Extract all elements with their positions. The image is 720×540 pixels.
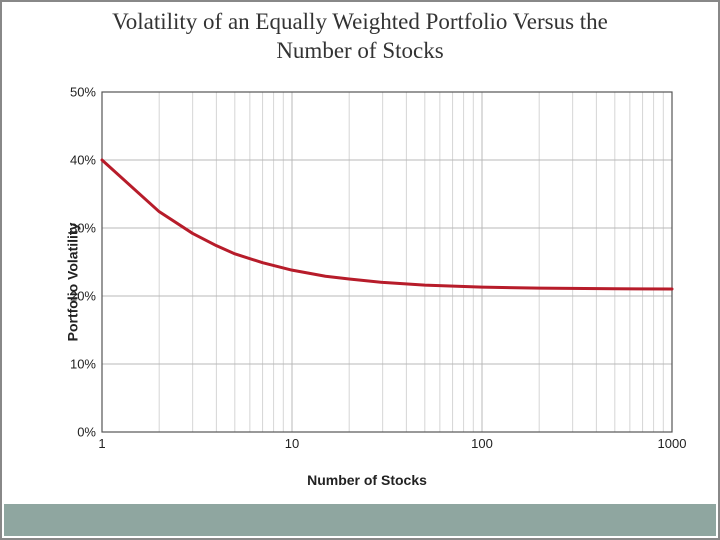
x-tick-label: 100: [471, 436, 493, 451]
title-line-1: Volatility of an Equally Weighted Portfo…: [112, 9, 608, 34]
footer-bar: [4, 504, 716, 536]
chart-svg: [47, 82, 687, 462]
x-tick-label: 10: [285, 436, 299, 451]
y-tick-label: 30%: [70, 221, 102, 236]
x-axis-label: Number of Stocks: [47, 472, 687, 488]
title-line-2: Number of Stocks: [276, 38, 443, 63]
chart-container: Portfolio Volatility Number of Stocks 0%…: [47, 82, 687, 482]
y-tick-label: 50%: [70, 85, 102, 100]
y-tick-label: 20%: [70, 289, 102, 304]
slide-frame: Volatility of an Equally Weighted Portfo…: [0, 0, 720, 540]
y-tick-label: 40%: [70, 153, 102, 168]
x-tick-label: 1000: [658, 436, 687, 451]
y-axis-label: Portfolio Volatility: [64, 223, 80, 342]
y-tick-label: 10%: [70, 357, 102, 372]
slide-title: Volatility of an Equally Weighted Portfo…: [2, 8, 718, 66]
x-tick-label: 1: [98, 436, 105, 451]
